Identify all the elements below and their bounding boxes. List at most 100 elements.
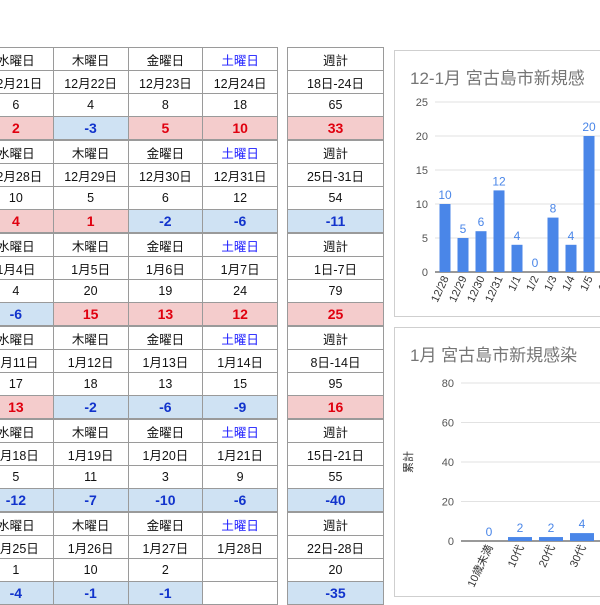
age-bar-chart: 0 20 40 60 80 0 10歳未満 2 10代 2 20代 4 30代 累計 [401, 378, 600, 589]
total-header: 週計 [287, 419, 384, 443]
count-cell: 6 [127, 186, 204, 210]
count-cell: 4 [52, 93, 129, 117]
total-row-count: 95 [287, 372, 384, 396]
count-cell: 10 [52, 558, 129, 582]
week-row-dates: 1月4日 1月5日 1月6日 1月7日 [0, 256, 278, 280]
date-cell: 1月28日 [202, 535, 278, 559]
y-tick-label: 5 [422, 233, 428, 245]
total-row-count: 55 [287, 465, 384, 489]
total-count: 79 [287, 279, 384, 303]
total-header: 週計 [287, 47, 384, 71]
x-tick-label: 1/4 [560, 274, 577, 293]
week-table: 水曜日木曜日金曜日土曜日1月18日1月19日1月20日1月21日51139-12… [0, 419, 278, 512]
bar [493, 190, 505, 272]
age-chart-panel: 1月 宮古島市新規感染 0 20 40 60 80 0 10歳未満 2 10代 2 20代 4 30代 累… [394, 327, 600, 597]
total-diff: 25 [287, 302, 384, 326]
day-header: 金曜日 [127, 326, 204, 350]
x-tick-label: 1/5 [578, 274, 595, 293]
date-cell: 1月25日 [0, 535, 54, 559]
day-header: 水曜日 [0, 419, 54, 443]
week-row-diffs: 13 -2 -6 -9 [0, 395, 278, 419]
bar-value-label: 2 [548, 521, 555, 535]
week-row-dates: 12月28日12月29日12月30日12月31日 [0, 163, 278, 187]
week-row-counts: 17 18 13 15 [0, 372, 278, 396]
bar [511, 244, 523, 272]
count-cell: 9 [202, 465, 278, 489]
diff-cell: -7 [52, 488, 129, 512]
diff-cell [202, 581, 278, 605]
total-row-header: 週計 [287, 512, 384, 536]
week-row-dates: 1月25日1月26日1月27日1月28日 [0, 535, 278, 559]
date-cell: 12月21日 [0, 70, 54, 94]
bar-value-label: 4 [514, 229, 521, 243]
diff-cell: 10 [202, 116, 278, 140]
total-row-diff: 25 [287, 302, 384, 326]
total-diff: -40 [287, 488, 384, 512]
count-cell: 6 [0, 93, 54, 117]
count-cell: 5 [52, 186, 129, 210]
bar [508, 537, 532, 541]
day-header: 土曜日 [202, 512, 278, 536]
y-tick-label: 25 [416, 97, 428, 109]
day-header: 土曜日 [202, 47, 278, 71]
date-cell: 1月6日 [127, 256, 204, 280]
diff-cell: -6 [127, 395, 204, 419]
date-cell: 1月20日 [127, 442, 204, 466]
total-count: 95 [287, 372, 384, 396]
count-cell: 17 [0, 372, 54, 396]
week-row-diffs: -12 -7 -10 -6 [0, 488, 278, 512]
day-header: 金曜日 [127, 47, 204, 71]
week-row-headers: 水曜日 木曜日 金曜日 土曜日 [0, 140, 278, 164]
day-header: 木曜日 [52, 326, 129, 350]
x-tick-label: 1/2 [524, 274, 541, 293]
y-tick-label: 40 [442, 457, 454, 469]
total-row-range: 18日-24日 [287, 70, 384, 94]
total-row-diff: 33 [287, 116, 384, 140]
day-header: 金曜日 [127, 419, 204, 443]
total-row-diff: 16 [287, 395, 384, 419]
total-row-count: 79 [287, 279, 384, 303]
week-total-table: 週計 15日-21日 55 -40 [287, 419, 384, 512]
date-cell: 1月11日 [0, 349, 54, 373]
date-cell: 1月4日 [0, 256, 54, 280]
y-tick-label: 0 [422, 267, 428, 279]
total-range: 15日-21日 [287, 442, 384, 466]
week-table: 水曜日木曜日金曜日土曜日1月25日1月26日1月27日1月28日1102-4-1… [0, 512, 278, 605]
day-header: 木曜日 [52, 47, 129, 71]
bar-value-label: 0 [532, 256, 539, 270]
bar [565, 244, 577, 272]
total-row-header: 週計 [287, 419, 384, 443]
total-row-count: 54 [287, 186, 384, 210]
y-axis-label: 累計 [401, 451, 415, 473]
week-row-dates: 12月21日12月22日12月23日12月24日 [0, 70, 278, 94]
week-row-counts: 10 5 6 12 [0, 186, 278, 210]
date-cell: 12月30日 [127, 163, 204, 187]
count-cell: 18 [52, 372, 129, 396]
week-row-diffs: -6 15 13 12 [0, 302, 278, 326]
total-row-count: 65 [287, 93, 384, 117]
week-row-counts: 6 4 8 18 [0, 93, 278, 117]
date-cell: 1月7日 [202, 256, 278, 280]
diff-cell: -4 [0, 581, 54, 605]
day-header: 金曜日 [127, 140, 204, 164]
count-cell: 15 [202, 372, 278, 396]
day-header: 土曜日 [202, 140, 278, 164]
x-tick-label: 30代 [567, 543, 589, 570]
bar-value-label: 4 [568, 229, 575, 243]
diff-cell: 5 [127, 116, 204, 140]
week-row-diffs: -4 -1 -1 [0, 581, 278, 605]
x-tick-label: 10代 [505, 543, 527, 570]
bar [457, 238, 469, 272]
diff-cell: -3 [52, 116, 129, 140]
count-cell: 3 [127, 465, 204, 489]
bar [539, 537, 563, 541]
total-row-header: 週計 [287, 47, 384, 71]
total-count: 65 [287, 93, 384, 117]
day-header: 水曜日 [0, 326, 54, 350]
week-table: 水曜日木曜日金曜日土曜日12月21日12月22日12月23日12月24日6481… [0, 47, 278, 140]
date-cell: 12月28日 [0, 163, 54, 187]
total-row-range: 25日-31日 [287, 163, 384, 187]
bar [570, 533, 594, 541]
day-header: 金曜日 [127, 512, 204, 536]
week-row-counts: 5 11 3 9 [0, 465, 278, 489]
